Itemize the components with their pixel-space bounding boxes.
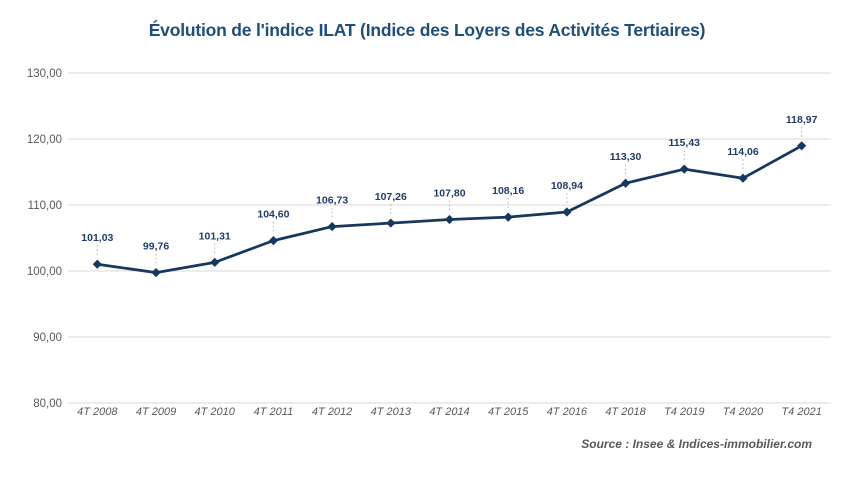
data-point-marker — [679, 164, 689, 174]
data-label: 114,06 — [727, 146, 759, 158]
y-tick-label: 100,00 — [27, 266, 62, 278]
data-label: 118,97 — [786, 114, 818, 126]
data-point-marker — [738, 173, 748, 183]
data-label: 108,16 — [492, 185, 524, 197]
data-point-marker — [327, 221, 337, 232]
y-tick-label: 110,00 — [28, 200, 62, 212]
x-tick-label: 4T 2015 — [488, 406, 529, 418]
data-label: 113,30 — [610, 151, 642, 163]
x-tick-label: 4T 2011 — [254, 406, 294, 418]
x-tick-label: 4T 2008 — [77, 406, 118, 418]
data-point-marker — [620, 178, 631, 188]
x-tick-label: 4T 2013 — [371, 406, 412, 418]
data-point-marker — [386, 218, 396, 228]
x-tick-label: 4T 2012 — [312, 406, 352, 418]
x-tick-label: 4T 2009 — [136, 406, 176, 418]
x-tick-label: 4T 2010 — [195, 406, 236, 418]
data-point-marker — [444, 214, 455, 225]
data-label: 99,76 — [143, 241, 169, 253]
x-tick-label: 4T 2016 — [547, 406, 588, 418]
data-label: 101,03 — [81, 232, 113, 244]
x-tick-label: 4T 2014 — [429, 406, 469, 418]
source-caption: Source : Insee & Indices-immobilier.com — [581, 437, 812, 451]
data-point-marker — [797, 141, 807, 151]
y-tick-label: 120,00 — [27, 134, 62, 146]
data-label: 101,31 — [199, 230, 231, 242]
data-label: 107,80 — [433, 188, 465, 200]
x-tick-label: T4 2021 — [781, 406, 821, 418]
data-label: 108,94 — [551, 180, 583, 192]
data-point-marker — [503, 212, 513, 222]
data-point-marker — [92, 259, 102, 269]
y-tick-label: 80,00 — [33, 398, 62, 410]
y-tick-label: 90,00 — [33, 332, 62, 344]
data-point-marker — [562, 207, 572, 217]
data-label: 104,60 — [257, 209, 289, 221]
y-tick-label: 130,00 — [27, 68, 62, 80]
data-label: 107,26 — [375, 191, 407, 203]
data-label: 106,73 — [316, 195, 348, 207]
x-tick-label: 4T 2018 — [605, 406, 646, 418]
data-point-marker — [151, 267, 161, 278]
chart-title: Évolution de l'indice ILAT (Indice des L… — [148, 20, 706, 40]
x-tick-label: T4 2019 — [664, 406, 704, 418]
data-label: 115,43 — [668, 137, 700, 149]
x-tick-label: T4 2020 — [723, 406, 764, 418]
data-point-marker — [268, 236, 279, 246]
data-point-marker — [210, 257, 220, 267]
